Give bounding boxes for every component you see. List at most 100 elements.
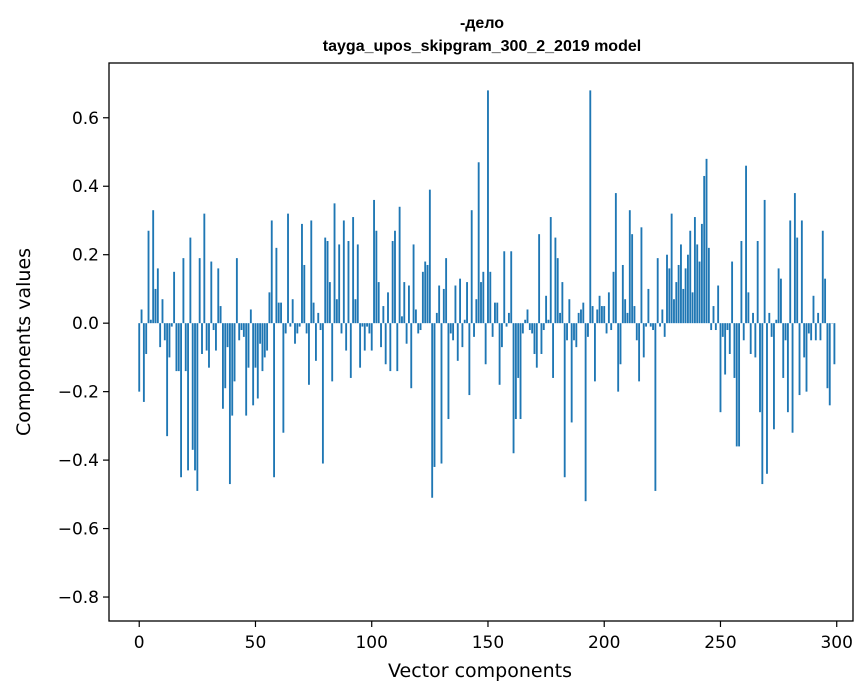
bars-group <box>138 90 836 502</box>
bar <box>717 285 720 324</box>
bar <box>414 309 417 324</box>
bar <box>324 237 327 324</box>
bar <box>675 282 678 324</box>
bar <box>791 323 794 433</box>
bar <box>291 299 294 324</box>
bar <box>312 302 315 324</box>
bar <box>505 323 508 327</box>
bar <box>612 271 615 324</box>
bar <box>280 302 282 324</box>
bar <box>359 323 362 368</box>
bar <box>691 292 694 324</box>
bar <box>159 323 162 348</box>
bar <box>798 323 801 396</box>
bar <box>614 193 617 324</box>
bar <box>596 309 599 324</box>
bar <box>649 323 652 327</box>
bar <box>370 323 373 351</box>
bar <box>203 213 206 324</box>
bar <box>626 312 629 324</box>
bar <box>270 220 273 324</box>
bar <box>780 278 782 324</box>
bar <box>582 302 585 324</box>
bar <box>738 323 741 447</box>
bar <box>228 323 231 485</box>
bar <box>640 227 643 324</box>
bar <box>401 316 403 324</box>
bar <box>352 217 355 324</box>
bar <box>426 264 429 324</box>
bar <box>263 323 266 358</box>
bar <box>805 323 808 392</box>
bar <box>498 323 501 385</box>
bar <box>814 323 817 341</box>
bar <box>303 264 306 324</box>
bar <box>373 199 375 324</box>
bar <box>226 323 229 348</box>
bar <box>266 323 269 351</box>
bar <box>584 323 587 502</box>
bar <box>747 292 750 324</box>
bar <box>745 165 747 324</box>
bar <box>170 323 173 327</box>
bar <box>354 299 357 324</box>
bar <box>298 323 301 327</box>
bar <box>389 323 392 372</box>
bar <box>542 323 545 331</box>
bar <box>749 323 752 354</box>
bar <box>759 323 761 413</box>
bar <box>277 302 280 324</box>
bar <box>249 309 252 324</box>
bar <box>447 323 450 420</box>
bar <box>273 323 275 478</box>
bar <box>677 264 680 324</box>
y-tick-label: 0.0 <box>72 314 99 334</box>
bar <box>182 258 185 324</box>
x-tick-label: 200 <box>588 633 620 653</box>
bar <box>219 306 222 324</box>
bar <box>714 323 717 331</box>
bar <box>561 282 564 324</box>
bar <box>205 323 208 351</box>
bar <box>482 271 485 324</box>
bar <box>296 323 299 334</box>
bar <box>454 285 457 324</box>
bar <box>294 323 296 344</box>
bar <box>480 282 482 324</box>
bar <box>735 323 738 447</box>
bar <box>366 323 368 327</box>
bar <box>222 323 224 409</box>
bar <box>684 268 687 324</box>
bar <box>817 312 820 324</box>
bar <box>661 309 664 324</box>
bar <box>619 323 622 365</box>
bar <box>187 323 189 471</box>
x-tick-label: 100 <box>355 633 387 653</box>
bar <box>521 323 524 334</box>
bar <box>417 323 420 334</box>
bar <box>412 244 415 324</box>
bar <box>284 323 287 334</box>
bar <box>666 254 668 324</box>
bar <box>377 282 380 324</box>
y-tick-label: −0.8 <box>58 588 99 608</box>
bar <box>321 323 324 464</box>
bar <box>398 206 401 324</box>
bar <box>315 323 317 361</box>
bar <box>670 213 673 324</box>
x-tick-label: 250 <box>704 633 736 653</box>
bar <box>256 323 259 399</box>
bar <box>387 292 389 324</box>
bar <box>752 312 754 324</box>
bar <box>424 261 427 324</box>
bar <box>533 323 536 354</box>
bar <box>419 323 422 331</box>
bar <box>175 323 178 372</box>
bar <box>282 323 285 433</box>
bar <box>380 323 382 348</box>
bar <box>501 323 503 348</box>
bar <box>577 312 580 324</box>
bar <box>191 323 194 450</box>
bar <box>215 323 217 351</box>
bar <box>361 323 364 327</box>
